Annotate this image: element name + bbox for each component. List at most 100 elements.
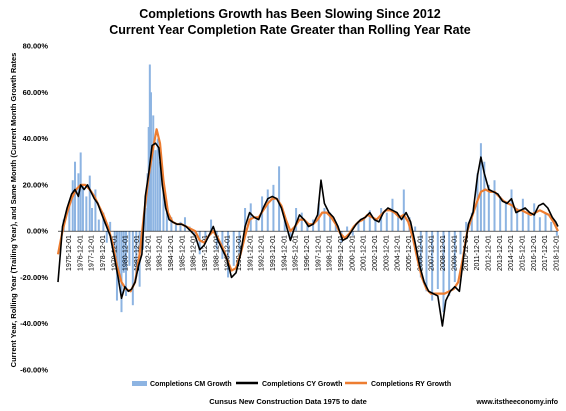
x-tick-label: 1981-12-01 bbox=[134, 235, 141, 271]
cm-growth-bar bbox=[255, 219, 258, 232]
cm-growth-bar bbox=[174, 224, 177, 232]
x-tick-label: 2014-12-01 bbox=[508, 235, 515, 271]
cm-growth-bar bbox=[533, 203, 536, 232]
x-tick-label: 2018-12-01 bbox=[553, 235, 560, 271]
cm-growth-bar bbox=[436, 231, 439, 289]
cm-growth-bar bbox=[68, 203, 71, 232]
cm-growth-bar bbox=[79, 152, 82, 232]
y-tick-label: 40.00% bbox=[23, 134, 49, 143]
cm-growth-bar bbox=[538, 217, 541, 232]
cm-growth-bar bbox=[431, 231, 434, 301]
cm-growth-bar bbox=[323, 208, 326, 232]
cm-growth-bar bbox=[453, 231, 456, 283]
cm-growth-bar bbox=[198, 231, 201, 255]
x-tick-label: 2003-12-01 bbox=[383, 235, 390, 271]
cm-growth-bar bbox=[510, 189, 513, 232]
x-tick-label: 1976-12-01 bbox=[77, 235, 84, 271]
cm-growth-bar bbox=[159, 161, 162, 232]
x-tick-label: 2008-12-01 bbox=[440, 235, 447, 271]
cm-growth-bar bbox=[210, 219, 213, 232]
cm-growth-bar bbox=[102, 212, 105, 232]
cm-growth-bar bbox=[289, 231, 292, 241]
cm-growth-bar bbox=[118, 231, 121, 283]
x-tick-label: 1983-12-01 bbox=[157, 235, 164, 271]
cm-growth-bar bbox=[71, 180, 74, 232]
x-tick-label: 1992-12-01 bbox=[259, 235, 266, 271]
cy-growth-line bbox=[57, 142, 559, 327]
x-tick-label: 1986-12-01 bbox=[191, 235, 198, 271]
cm-growth-bar bbox=[295, 208, 298, 232]
x-tick-label: 1999-12-01 bbox=[338, 235, 345, 271]
cm-growth-bar bbox=[374, 219, 377, 232]
x-tick-label: 1977-12-01 bbox=[89, 235, 96, 271]
cm-growth-bar bbox=[346, 226, 349, 232]
cm-growth-bar bbox=[465, 221, 468, 232]
cm-growth-bar bbox=[74, 161, 77, 232]
x-tick-label: 1988-12-01 bbox=[213, 235, 220, 271]
cm-growth-bar bbox=[183, 217, 186, 232]
cm-growth-bar bbox=[329, 212, 332, 232]
y-axis-label: Current Year, Rolling Year (Trailing Yea… bbox=[9, 53, 18, 368]
cm-growth-bar bbox=[144, 208, 147, 232]
x-axis-label: Cunsus New Construction Data 1975 to dat… bbox=[209, 397, 367, 406]
x-tick-label: 1990-12-01 bbox=[236, 235, 243, 271]
legend-label-cm: Completions CM Growth bbox=[150, 381, 232, 388]
cm-growth-bar bbox=[162, 189, 165, 232]
cm-growth-bar bbox=[397, 217, 400, 232]
cm-growth-bar bbox=[215, 231, 218, 250]
cm-growth-bar bbox=[483, 161, 486, 232]
cm-growth-bar bbox=[249, 203, 252, 232]
legend: Completions CM Growth Completions CY Gro… bbox=[132, 381, 451, 388]
y-tick-label: -20.00% bbox=[20, 273, 48, 282]
x-tick-label: 2011-12-01 bbox=[474, 235, 481, 270]
cm-growth-bar bbox=[154, 150, 157, 232]
y-tick-label: 20.00% bbox=[23, 180, 49, 189]
cm-growth-bar bbox=[148, 64, 151, 232]
cm-growth-bar bbox=[479, 143, 482, 232]
x-tick-label: 2012-12-01 bbox=[485, 235, 492, 271]
cm-growth-bar bbox=[448, 231, 451, 296]
y-axis-ticks: 80.00% 60.00% 40.00% 20.00% 0.00% -20.00% -40.… bbox=[20, 42, 48, 375]
cm-growth-bar bbox=[363, 217, 366, 232]
cm-growth-bar bbox=[380, 208, 383, 232]
x-tick-label: 1975-12-01 bbox=[66, 235, 73, 271]
cm-growth-bar bbox=[470, 212, 473, 232]
cm-growth-bar bbox=[128, 231, 131, 266]
chart-title-line2: Current Year Completion Rate Greater tha… bbox=[109, 23, 470, 37]
x-tick-label: 1985-12-01 bbox=[179, 235, 186, 271]
cm-growth-bar bbox=[544, 212, 547, 232]
cm-growth-bar bbox=[459, 231, 462, 255]
cm-growth-bar bbox=[152, 115, 155, 232]
cm-growth-bar bbox=[368, 210, 371, 232]
y-tick-label: -60.00% bbox=[20, 366, 48, 375]
cm-growth-bar bbox=[357, 221, 360, 232]
cm-growth-bar bbox=[125, 231, 128, 296]
x-tick-label: 1998-12-01 bbox=[327, 235, 334, 271]
cm-growth-bar bbox=[122, 231, 125, 273]
x-tick-label: 2017-12-01 bbox=[542, 235, 549, 271]
cm-growth-bar bbox=[351, 231, 354, 236]
cm-growth-bar bbox=[170, 217, 173, 232]
legend-label-cy: Completions CY Growth bbox=[262, 381, 342, 388]
cm-growth-bar bbox=[131, 231, 134, 306]
x-tick-label: 2002-12-01 bbox=[372, 235, 379, 271]
cm-growth-bar bbox=[493, 180, 496, 232]
x-tick-label: 1989-12-01 bbox=[225, 235, 232, 271]
x-tick-label: 2015-12-01 bbox=[519, 235, 526, 271]
x-tick-label: 1982-12-01 bbox=[145, 235, 152, 271]
cm-growth-bar bbox=[238, 231, 241, 255]
cm-growth-bar bbox=[312, 219, 315, 232]
cm-growth-bar bbox=[306, 221, 309, 232]
cm-growth-bar bbox=[97, 219, 100, 232]
x-tick-label: 1991-12-01 bbox=[247, 235, 254, 271]
source-note: www.itstheeconomy.info bbox=[475, 399, 558, 406]
x-tick-label: 1980-12-01 bbox=[123, 235, 130, 271]
cm-growth-bar bbox=[516, 208, 519, 232]
cm-growth-bar bbox=[232, 231, 235, 266]
cm-growth-bar bbox=[278, 166, 281, 232]
cm-growth-bar bbox=[385, 212, 388, 232]
legend-swatch-cm bbox=[132, 381, 147, 386]
cm-growth-bar bbox=[204, 231, 207, 241]
x-tick-label: 2007-12-01 bbox=[429, 235, 436, 271]
